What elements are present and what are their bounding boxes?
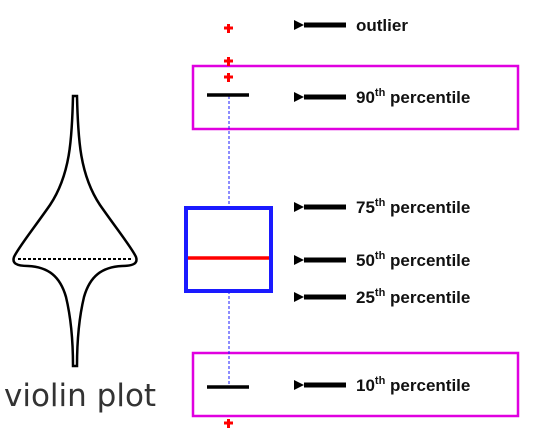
label-p90: 90th percentile — [356, 87, 470, 107]
outlier-marker-3 — [224, 73, 233, 82]
violin-shape — [12, 94, 138, 368]
label-outlier: outlier — [356, 16, 408, 35]
outlier-marker-2 — [224, 57, 233, 66]
p10-highlight-box — [191, 351, 520, 418]
label-p10: 10th percentile — [356, 375, 470, 395]
label-p50: 50th percentile — [356, 250, 470, 270]
outlier-marker-4 — [224, 419, 233, 428]
p90-highlight-box — [191, 64, 520, 131]
iqr-box — [184, 206, 273, 293]
outlier-marker-1 — [224, 24, 233, 33]
label-p75: 75th percentile — [356, 197, 470, 217]
label-p25: 25th percentile — [356, 287, 470, 307]
violin-caption: violin plot — [4, 378, 156, 414]
